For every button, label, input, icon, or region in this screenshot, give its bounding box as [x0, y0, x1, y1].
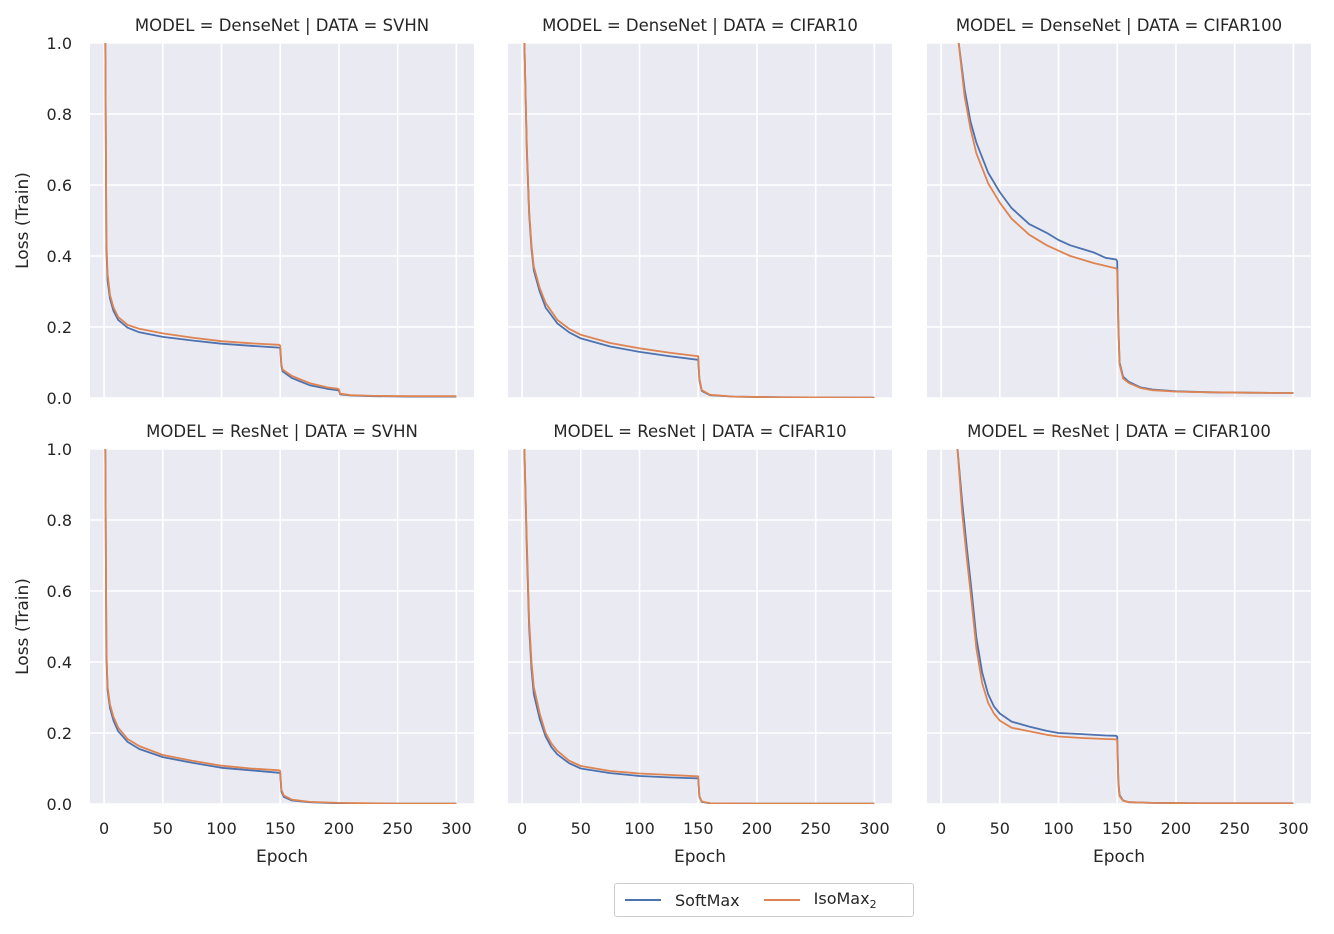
- x-tick-label: 200: [1161, 819, 1192, 838]
- x-tick-label: 50: [571, 819, 591, 838]
- x-tick-label: 100: [624, 819, 655, 838]
- x-tick-label: 300: [859, 819, 890, 838]
- panel-background-0: [90, 43, 474, 398]
- series-line-isomax2: [957, 43, 1294, 394]
- facet-panels: 0.0 0.2 0.4 0.6 0.8 1.0 MODEL = DenseNet | DAT…: [13, 16, 1311, 867]
- series-line-isomax2: [956, 449, 1294, 804]
- panel-title: MODEL = DenseNet | DATA = CIFAR100: [956, 16, 1282, 35]
- series-line-isomax2: [523, 43, 875, 398]
- y-tick-label: 0.8: [47, 511, 72, 530]
- x-tick-label: 250: [1219, 819, 1250, 838]
- x-tick-label: 50: [990, 819, 1010, 838]
- series-line-isomax2: [104, 449, 457, 804]
- legend-label-softmax: SoftMax: [675, 890, 740, 910]
- chart-legend: SoftMax IsoMax2: [614, 883, 914, 917]
- y-tick-label: 0.4: [47, 247, 72, 266]
- panel-1: MODEL = DenseNet | DATA = CIFAR10: [508, 16, 892, 399]
- x-tick-label: 100: [206, 819, 237, 838]
- x-tick-label: 200: [742, 819, 773, 838]
- legend-swatch-softmax: [625, 899, 661, 901]
- x-tick-label: 250: [382, 819, 413, 838]
- x-axis-label: Epoch: [674, 847, 726, 867]
- y-axis-label: Loss (Train): [13, 578, 33, 675]
- x-axis-label: Epoch: [256, 847, 308, 867]
- y-tick-label: 1.0: [47, 440, 72, 459]
- x-tick-label: 0: [99, 819, 109, 838]
- x-tick-label: 250: [800, 819, 831, 838]
- x-tick-label: 100: [1043, 819, 1074, 838]
- x-tick-label: 300: [441, 819, 472, 838]
- y-tick-label: 0.4: [47, 653, 72, 672]
- legend-item-softmax: SoftMax: [625, 891, 740, 910]
- panel-background-1: [508, 43, 892, 398]
- x-tick-label: 0: [517, 819, 527, 838]
- x-tick-label: 150: [1102, 819, 1133, 838]
- panel-title: MODEL = ResNet | DATA = CIFAR100: [967, 422, 1271, 441]
- x-tick-label: 50: [153, 819, 173, 838]
- x-axis-label: Epoch: [1093, 847, 1145, 867]
- x-tick-label: 200: [324, 819, 355, 838]
- y-axis-label: Loss (Train): [13, 172, 33, 269]
- y-tick-label: 0.0: [47, 795, 72, 814]
- series-line-isomax2: [104, 43, 457, 398]
- panel-2: MODEL = DenseNet | DATA = CIFAR100: [927, 16, 1311, 399]
- y-tick-label: 1.0: [47, 34, 72, 53]
- x-tick-label: 150: [265, 819, 296, 838]
- legend-item-isomax2: IsoMax2: [763, 888, 877, 912]
- legend-label-isomax2: IsoMax2: [813, 888, 877, 912]
- y-tick-label: 0.2: [47, 318, 72, 337]
- y-tick-label: 0.8: [47, 105, 72, 124]
- y-tick-label: 0.0: [47, 389, 72, 408]
- panel-title: MODEL = ResNet | DATA = CIFAR10: [553, 422, 846, 441]
- series-line-isomax2: [523, 449, 875, 804]
- panel-title: MODEL = DenseNet | DATA = CIFAR10: [542, 16, 858, 35]
- panel-4: 0 50 100 150 200 250 300 MODEL = ResNet | DATA …: [508, 422, 892, 867]
- y-tick-label: 0.6: [47, 176, 72, 195]
- panel-title: MODEL = DenseNet | DATA = SVHN: [135, 16, 429, 35]
- y-tick-label: 0.6: [47, 582, 72, 601]
- panel-background-4: [508, 449, 892, 804]
- panel-0: 0.0 0.2 0.4 0.6 0.8 1.0 MODEL = DenseNet | DAT…: [13, 16, 474, 408]
- panel-3: 0 50 100 150 200 250 300 0.0 0.2 0.4 0.6 0.8 1.0 MODE…: [13, 422, 474, 867]
- panel-background-5: [927, 449, 1311, 804]
- panel-background-3: [90, 449, 474, 804]
- x-tick-label: 300: [1278, 819, 1309, 838]
- legend-swatch-isomax2: [763, 899, 800, 901]
- panel-5: 0 50 100 150 200 250 300 MODEL = ResNet | DATA …: [927, 422, 1311, 867]
- x-tick-label: 150: [683, 819, 714, 838]
- panel-title: MODEL = ResNet | DATA = SVHN: [146, 422, 418, 441]
- x-tick-label: 0: [936, 819, 946, 838]
- y-tick-label: 0.2: [47, 724, 72, 743]
